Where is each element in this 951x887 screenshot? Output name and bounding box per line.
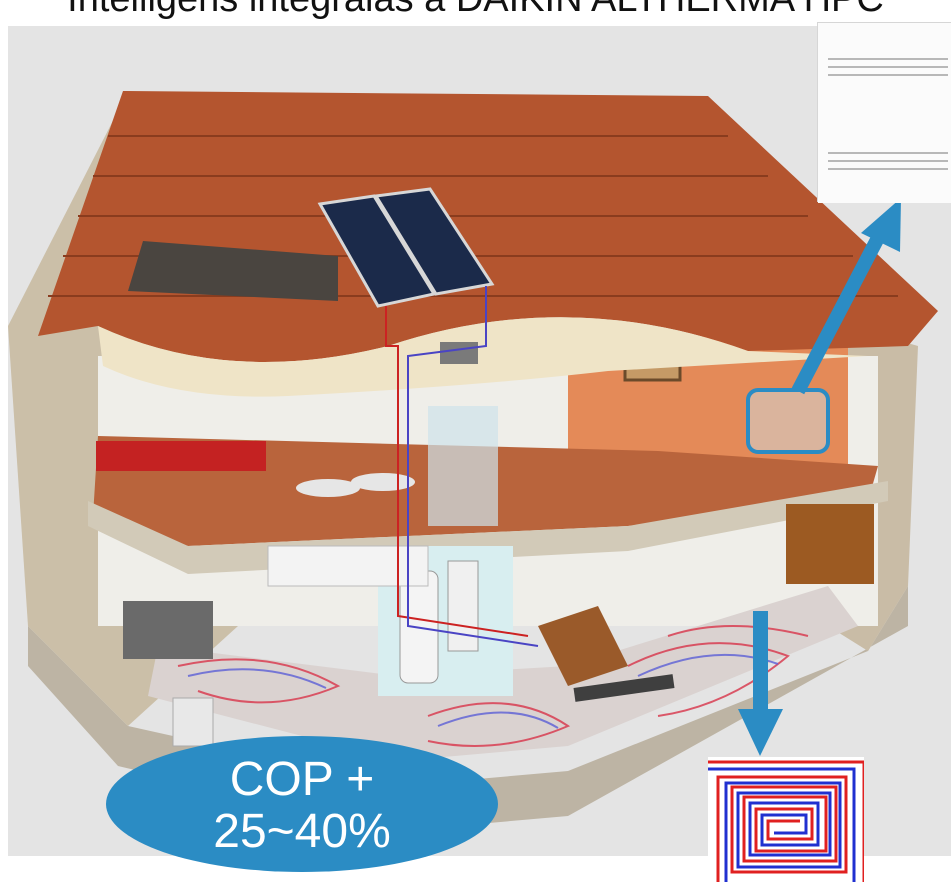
cop-badge: COP + 25~40%: [106, 736, 498, 872]
arrow-up-right-icon: [791, 198, 901, 395]
attic-insulation: [128, 241, 338, 301]
attic-ceiling: [98, 317, 868, 397]
fan-coil-highlight: [746, 388, 830, 454]
bathtub: [267, 545, 429, 587]
floor-mat: [573, 674, 675, 702]
roof: [38, 91, 938, 362]
arrow-down-icon: [738, 611, 783, 756]
supply-pipes: [385, 306, 529, 637]
staircase: [538, 606, 628, 686]
shower-cabin: [428, 406, 498, 526]
ac-unit-icon: [817, 22, 951, 203]
sink-left: [296, 479, 360, 497]
solar-controller: [440, 342, 478, 364]
kitchen-counter: [123, 601, 213, 659]
outdoor-unit: [172, 697, 214, 747]
solar-panel-icon: [317, 187, 495, 308]
underfloor-heating-pipes: [177, 625, 809, 747]
upper-wall-red: [96, 441, 266, 471]
return-pipes: [407, 286, 539, 647]
page-title: Intelligens integrálás a DAIKIN ALTHERMA…: [0, 0, 951, 21]
house-cutaway-illustration: [8, 26, 951, 856]
floor-heating-coil-icon: [708, 757, 866, 882]
sink-right: [351, 473, 415, 491]
heat-pump-indoor-unit: [447, 560, 479, 652]
cop-line-2: 25~40%: [213, 805, 391, 858]
house-drawing: [8, 91, 938, 831]
shelf-unit: [786, 504, 874, 584]
cop-line-1: COP +: [229, 753, 375, 806]
